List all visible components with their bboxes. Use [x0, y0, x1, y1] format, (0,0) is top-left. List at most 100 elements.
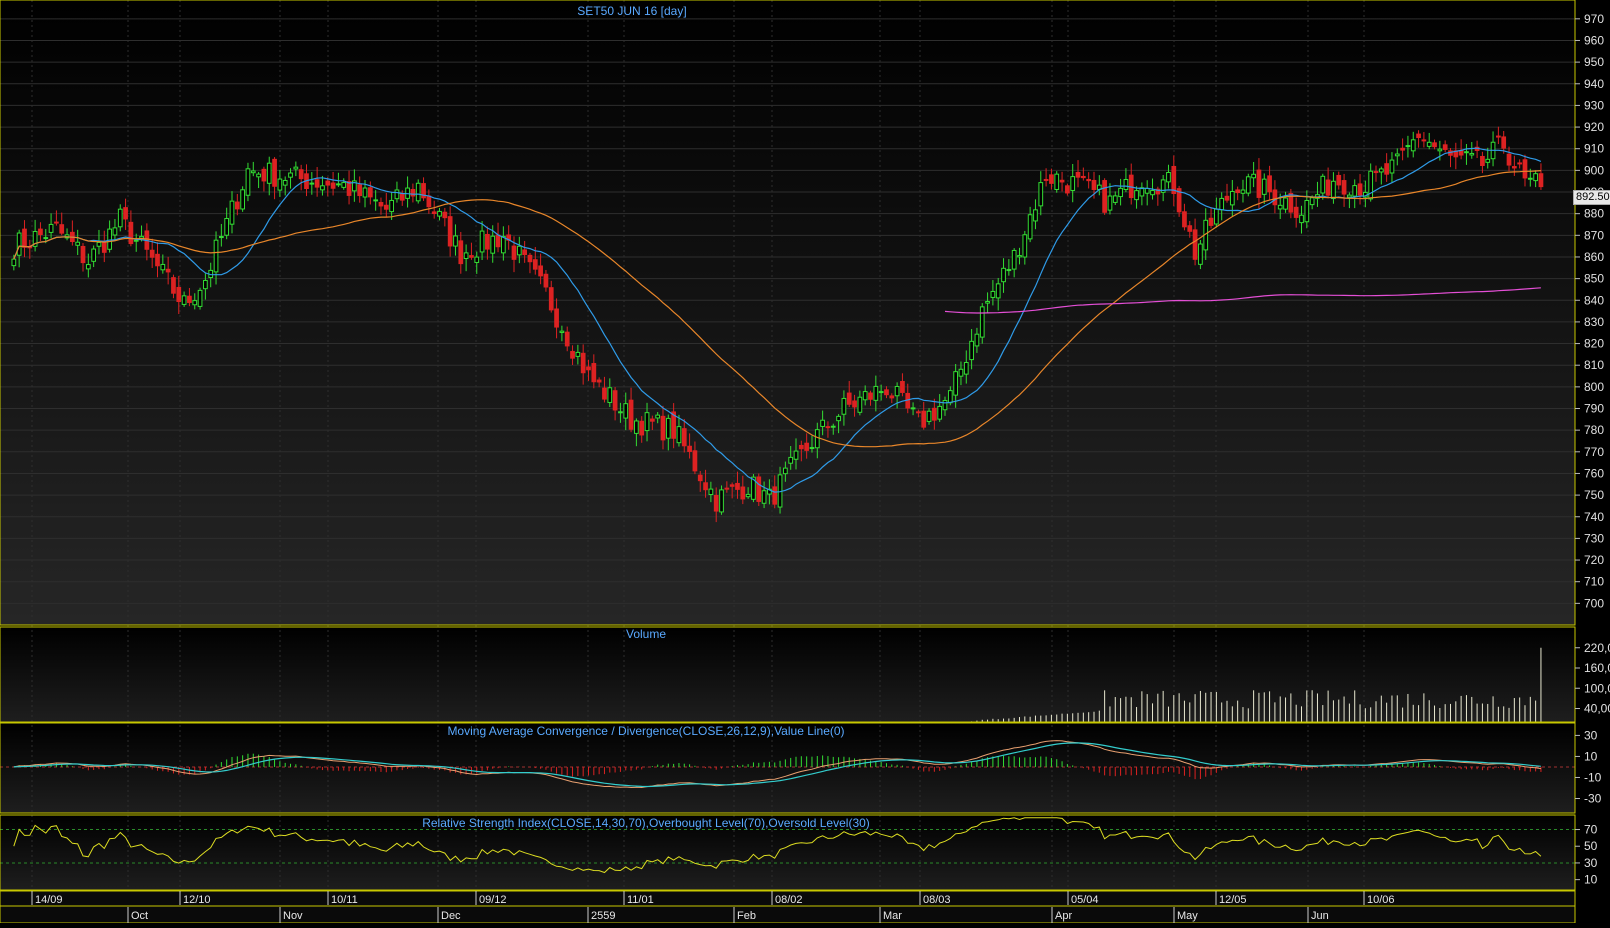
candle-body [11, 258, 17, 267]
candle-body [564, 331, 570, 347]
candle-body [1442, 144, 1448, 150]
candle-body [1080, 175, 1086, 179]
candle-body [745, 493, 751, 498]
candle-body [841, 397, 847, 415]
last-price-tag: 892.50 [1573, 190, 1610, 205]
candle-body [1485, 158, 1491, 163]
macd-signal-line [13, 742, 1541, 788]
macd-tick-label: 10 [1584, 749, 1598, 763]
candle-body [378, 202, 384, 207]
candle-body [1065, 185, 1070, 194]
price-tick-label: 760 [1584, 466, 1604, 480]
price-tick-label: 970 [1584, 12, 1604, 26]
candle-body [559, 330, 565, 333]
candle-body [22, 228, 27, 248]
candle-body [325, 180, 331, 186]
candle-body [591, 363, 597, 383]
price-tick-label: 810 [1584, 358, 1604, 372]
candle-body [665, 417, 671, 439]
candle-body [1123, 179, 1129, 191]
volume-panel-frame [0, 626, 1576, 723]
x-axis-month-label: Oct [131, 910, 148, 922]
candle-body [426, 195, 432, 208]
x-axis-month-label: 2559 [591, 910, 615, 922]
candle-body [218, 236, 224, 239]
candle-body [687, 445, 692, 452]
candle-body [942, 400, 948, 411]
candle-body [1251, 173, 1256, 179]
candle-body [1022, 234, 1028, 258]
candle-body [910, 407, 916, 410]
candle-body [155, 253, 160, 267]
candle-body [394, 189, 400, 200]
candle-body [1527, 177, 1533, 180]
candle-body [123, 207, 128, 220]
candle-body [713, 494, 719, 512]
candle-body [1118, 187, 1123, 198]
candle-body [1075, 171, 1081, 178]
price-tick-label: 870 [1584, 228, 1604, 242]
candle-body [1378, 168, 1384, 173]
candle-body [107, 228, 112, 250]
candle-body [282, 179, 288, 186]
candle-body [1139, 187, 1145, 197]
x-axis-month-label: Nov [283, 910, 303, 922]
macd-tick-label: -10 [1584, 770, 1602, 784]
candle-body [495, 234, 501, 248]
candle-body [38, 228, 43, 235]
candle-body [612, 390, 618, 411]
candle-body [735, 482, 740, 490]
candle-body [660, 415, 666, 441]
candle-body [1458, 150, 1464, 156]
candle-body [628, 399, 634, 430]
rsi-tick-label: 50 [1584, 839, 1598, 853]
price-panel-title: SET50 JUN 16 [day] [577, 4, 687, 18]
candle-body [522, 249, 528, 256]
candle-body [1235, 189, 1241, 194]
candle-body [634, 420, 639, 434]
price-tick-label: 940 [1584, 77, 1604, 91]
candle-body [346, 181, 352, 196]
candle-body [900, 381, 905, 393]
candle-body [309, 182, 315, 185]
candle-body [1506, 153, 1512, 166]
candle-body [240, 189, 245, 210]
candle-body [1219, 197, 1225, 211]
candle-body [649, 418, 655, 422]
candle-body [437, 210, 442, 217]
rsi-line [13, 817, 1542, 874]
candle-body [1373, 171, 1379, 174]
x-axis-month-label: Dec [441, 910, 461, 922]
candle-body [288, 172, 293, 178]
candle-body [990, 290, 996, 298]
candle-body [1198, 243, 1203, 265]
candle-body [857, 396, 863, 413]
candle-body [176, 286, 182, 303]
candle-body [1240, 189, 1246, 194]
candle-body [160, 263, 166, 271]
candle-body [48, 223, 54, 233]
candle-body [974, 333, 980, 347]
candle-body [953, 371, 959, 396]
x-axis-date-label: 08/02 [775, 894, 803, 906]
candle-body [516, 245, 522, 256]
candle-body [878, 391, 884, 394]
candle-body [868, 392, 873, 400]
candle-body [814, 429, 820, 449]
candle-body [1288, 192, 1294, 213]
x-axis-date-label: 09/12 [479, 894, 507, 906]
moving-average-line [944, 287, 1541, 314]
rsi-panel-title: Relative Strength Index(CLOSE,14,30,70),… [422, 816, 870, 830]
candle-body [1038, 182, 1044, 207]
candle-body [830, 425, 836, 428]
candle-body [692, 450, 698, 472]
candle-body [894, 386, 900, 397]
volume-tick-label: 40,00 [1584, 702, 1610, 716]
candle-body [250, 170, 256, 174]
candle-body [410, 188, 416, 197]
candle-body [85, 264, 91, 270]
candle-body [314, 179, 320, 188]
candle-body [862, 391, 868, 401]
